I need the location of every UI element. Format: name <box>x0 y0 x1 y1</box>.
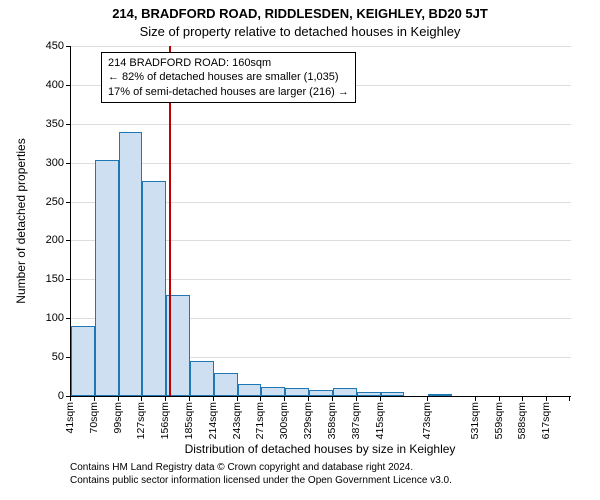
xtick-mark <box>260 396 261 401</box>
xtick-mark <box>546 396 547 401</box>
xtick-mark <box>332 396 333 401</box>
ytick-label: 200 <box>24 234 64 246</box>
xtick-mark <box>569 396 570 401</box>
histogram-bar <box>285 388 309 396</box>
xtick-mark <box>308 396 309 401</box>
xtick-mark <box>141 396 142 401</box>
ytick-label: 450 <box>24 40 64 52</box>
xtick-label: 99sqm <box>112 402 124 434</box>
histogram-bar <box>214 373 238 396</box>
xtick-label: 473sqm <box>421 402 433 439</box>
ytick-mark <box>66 46 71 47</box>
ytick-mark <box>66 318 71 319</box>
xtick-label: 214sqm <box>207 402 219 439</box>
footer-line-2: Contains public sector information licen… <box>70 475 570 488</box>
xtick-mark <box>189 396 190 401</box>
annotation-box: 214 BRADFORD ROAD: 160sqm← 82% of detach… <box>101 52 356 103</box>
xtick-label: 329sqm <box>302 402 314 439</box>
ytick-label: 350 <box>24 118 64 130</box>
gridline <box>71 46 571 47</box>
xtick-mark <box>118 396 119 401</box>
xtick-mark <box>475 396 476 401</box>
histogram-bar <box>190 361 214 396</box>
annotation-line: 214 BRADFORD ROAD: 160sqm <box>108 56 349 70</box>
xtick-label: 358sqm <box>326 402 338 439</box>
xtick-mark <box>356 396 357 401</box>
xtick-label: 243sqm <box>231 402 243 439</box>
xtick-mark <box>499 396 500 401</box>
histogram-bar <box>119 132 143 396</box>
page-title-address: 214, BRADFORD ROAD, RIDDLESDEN, KEIGHLEY… <box>0 6 600 21</box>
ytick-label: 150 <box>24 273 64 285</box>
x-axis-ticks <box>70 396 570 401</box>
x-axis-label: Distribution of detached houses by size … <box>70 442 570 456</box>
ytick-label: 400 <box>24 79 64 91</box>
ytick-mark <box>66 279 71 280</box>
xtick-mark <box>380 396 381 401</box>
xtick-mark <box>213 396 214 401</box>
annotation-line: 17% of semi-detached houses are larger (… <box>108 85 349 99</box>
ytick-mark <box>66 240 71 241</box>
xtick-label: 617sqm <box>540 402 552 439</box>
footer-attribution: Contains HM Land Registry data © Crown c… <box>70 462 570 487</box>
xtick-label: 271sqm <box>254 402 266 439</box>
xtick-mark <box>70 396 71 401</box>
xtick-label: 415sqm <box>374 402 386 439</box>
ytick-mark <box>66 163 71 164</box>
ytick-label: 100 <box>24 312 64 324</box>
page-title-subtitle: Size of property relative to detached ho… <box>0 24 600 39</box>
ytick-label: 250 <box>24 196 64 208</box>
footer-line-1: Contains HM Land Registry data © Crown c… <box>70 462 570 475</box>
xtick-label: 387sqm <box>350 402 362 439</box>
y-axis-label: Number of detached properties <box>14 46 28 396</box>
histogram-bar <box>333 388 357 396</box>
xtick-mark <box>165 396 166 401</box>
ytick-mark <box>66 85 71 86</box>
xtick-mark <box>284 396 285 401</box>
xtick-label: 70sqm <box>88 402 100 434</box>
histogram-bar <box>71 326 95 396</box>
ytick-label: 50 <box>24 351 64 363</box>
histogram-plot-area: 214 BRADFORD ROAD: 160sqm← 82% of detach… <box>70 46 571 397</box>
xtick-label: 41sqm <box>64 402 76 434</box>
xtick-label: 588sqm <box>516 402 528 439</box>
histogram-bar <box>142 181 166 396</box>
histogram-bar <box>95 160 119 396</box>
xtick-mark <box>427 396 428 401</box>
histogram-bar <box>238 384 262 396</box>
xtick-mark <box>94 396 95 401</box>
xtick-label: 559sqm <box>493 402 505 439</box>
xtick-label: 185sqm <box>183 402 195 439</box>
xtick-mark <box>237 396 238 401</box>
xtick-label: 531sqm <box>469 402 481 439</box>
xtick-label: 156sqm <box>159 402 171 439</box>
ytick-label: 300 <box>24 157 64 169</box>
ytick-mark <box>66 124 71 125</box>
xtick-mark <box>522 396 523 401</box>
gridline <box>71 124 571 125</box>
ytick-mark <box>66 202 71 203</box>
histogram-bar <box>261 387 285 396</box>
xtick-label: 127sqm <box>135 402 147 439</box>
xtick-label: 300sqm <box>278 402 290 439</box>
ytick-label: 0 <box>24 390 64 402</box>
gridline <box>71 163 571 164</box>
annotation-line: ← 82% of detached houses are smaller (1,… <box>108 70 349 84</box>
